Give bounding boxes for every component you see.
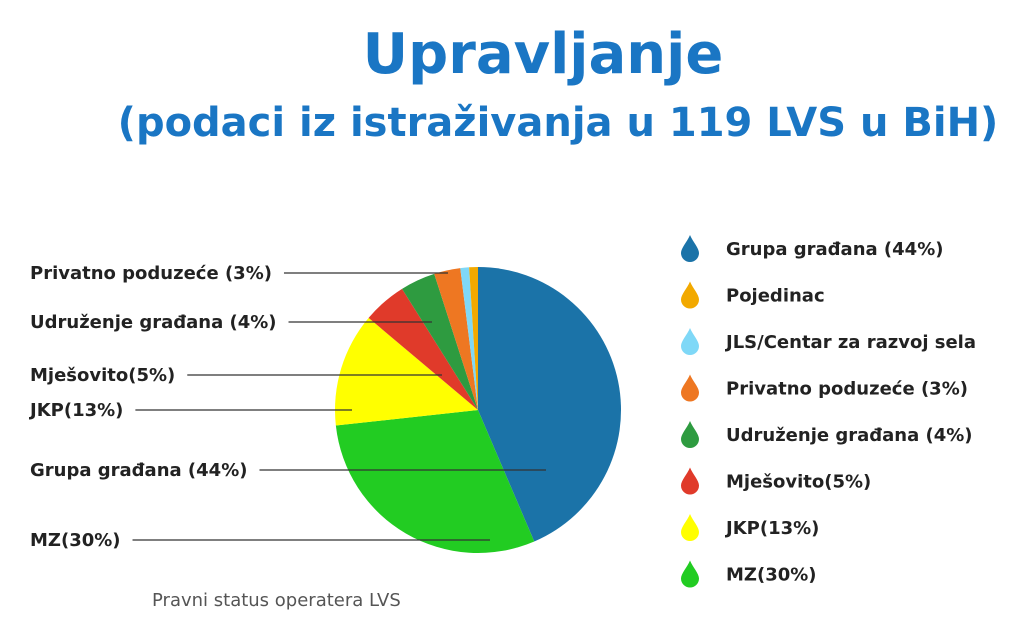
droplet-icon xyxy=(681,235,699,262)
droplet-icon xyxy=(681,514,699,541)
legend-label: Mješovito(5%) xyxy=(726,472,871,493)
callout-label-privatno-poduzece-3: Privatno poduzeće (3%) xyxy=(30,263,272,284)
droplet-icon xyxy=(681,328,699,355)
droplet-icon xyxy=(681,421,699,448)
droplet-icon xyxy=(681,467,699,495)
pie-slice-mz-30 xyxy=(335,410,535,554)
page-subtitle: (podaci iz istraživanja u 119 LVS u BiH) xyxy=(117,100,999,146)
legend-item-jls-centar-za-razvoj-sela: JLS/Centar za razvoj sela xyxy=(681,328,976,355)
pie-slice-jkp-13 xyxy=(335,317,478,426)
legend-item-jkp-13: JKP(13%) xyxy=(681,514,819,541)
droplet-icon xyxy=(681,560,699,588)
page-title: Upravljanje xyxy=(362,22,724,87)
legend-item-privatno-poduzece-3: Privatno poduzeće (3%) xyxy=(681,374,968,402)
legend-item-udruzenje-gradana-4: Udruženje građana (4%) xyxy=(681,421,973,448)
legend-item-mjesovito-5: Mješovito(5%) xyxy=(681,467,871,495)
legend-label: Privatno poduzeće (3%) xyxy=(726,379,968,400)
callout-label-mz-30: MZ(30%) xyxy=(30,530,121,551)
droplet-icon xyxy=(681,281,699,309)
legend-label: MZ(30%) xyxy=(726,565,817,586)
droplet-icon xyxy=(681,374,699,402)
callout-label-grupa-gradana-44: Grupa građana (44%) xyxy=(30,460,247,481)
pie-slice-grupa-gradana-44 xyxy=(478,267,622,542)
pie-slice-udruzenje-gradana-4 xyxy=(402,273,478,410)
legend-item-mz-30: MZ(30%) xyxy=(681,560,817,588)
chart-caption: Pravni status operatera LVS xyxy=(152,590,401,611)
legend-label: Pojedinac xyxy=(726,286,825,307)
legend-label: Udruženje građana (4%) xyxy=(726,425,973,446)
pie-slice-mjesovito-5 xyxy=(368,288,478,410)
legend-item-grupa-gradana-44: Grupa građana (44%) xyxy=(681,235,943,262)
legend-label: JKP(13%) xyxy=(724,518,819,539)
pie-slice-privatno-poduzece-3 xyxy=(434,268,478,410)
callout-label-mjesovito-5: Mješovito(5%) xyxy=(30,365,175,386)
callout-label-udruzenje-gradana-4: Udruženje građana (4%) xyxy=(30,312,277,333)
callout-label-jkp-13: JKP(13%) xyxy=(28,400,123,421)
legend-item-pojedinac: Pojedinac xyxy=(681,281,825,309)
pie-slice-pojedinac xyxy=(469,267,478,410)
pie-slice-jls-centar-za-razvoj-sela xyxy=(460,267,478,410)
legend-label: Grupa građana (44%) xyxy=(726,239,943,260)
legend-label: JLS/Centar za razvoj sela xyxy=(724,332,976,353)
